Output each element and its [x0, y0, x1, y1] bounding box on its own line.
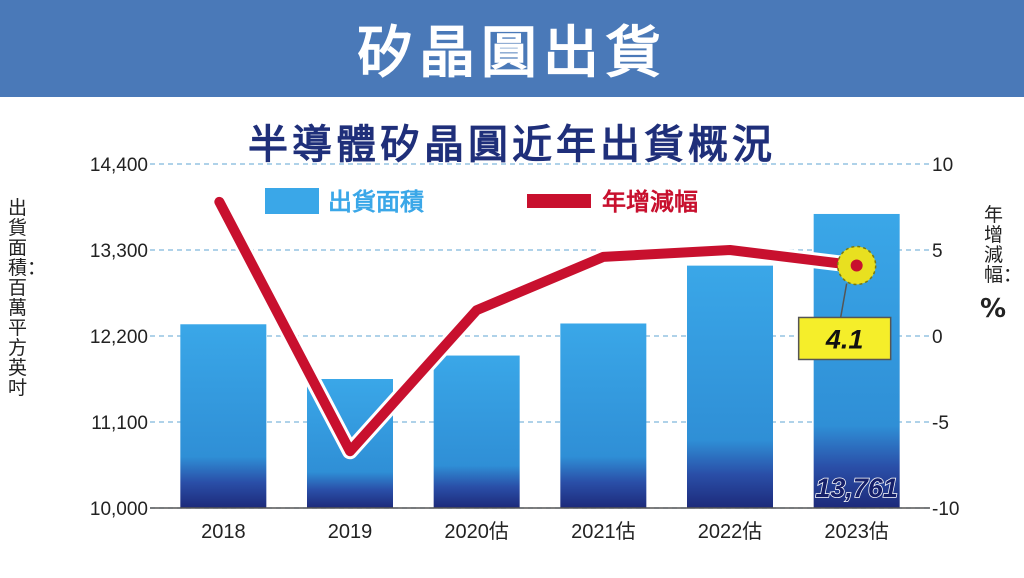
- callout-value: 4.1: [825, 324, 864, 354]
- callout-leader: [839, 283, 848, 318]
- bar-2018: [180, 324, 267, 508]
- right-tick-label: 10: [932, 155, 953, 176]
- legend-swatch-line: [527, 194, 591, 208]
- left-tick-label: 10,000: [90, 499, 148, 520]
- x-tick-label: 2021估: [571, 520, 636, 543]
- bar-value-label: 13,761: [815, 473, 898, 503]
- x-tick-label: 2018: [201, 521, 246, 543]
- header-banner: 矽晶圓出貨: [0, 0, 1024, 97]
- legend-swatch-bar: [265, 188, 319, 214]
- bar-2021估: [560, 323, 647, 508]
- x-tick-label: 2023估: [824, 520, 889, 543]
- right-tick-label: 0: [932, 327, 943, 348]
- right-tick-label: -5: [932, 413, 949, 434]
- left-tick-label: 11,100: [91, 413, 148, 434]
- legend-label-bar: 出貨面積: [328, 188, 424, 216]
- callout-box: [797, 316, 892, 361]
- x-tick-label: 2019: [328, 521, 373, 543]
- chart-title: 半導體矽晶圓近年出貨概況: [248, 122, 776, 168]
- bar-2020估: [433, 355, 520, 508]
- x-tick-label: 2020估: [444, 520, 509, 543]
- line-point-last: [850, 259, 863, 272]
- banner-title: 矽晶圓出貨: [357, 21, 667, 86]
- left-tick-label: 13,300: [90, 241, 148, 262]
- right-axis-unit: %: [980, 294, 1007, 324]
- right-tick-label: -10: [932, 499, 959, 520]
- bar-2022估: [687, 265, 773, 508]
- legend-label-line: 年增減幅: [602, 188, 698, 216]
- right-tick-label: 5: [932, 241, 943, 262]
- x-tick-label: 2022估: [698, 520, 763, 543]
- left-tick-label: 14,400: [90, 155, 148, 176]
- left-axis-label: 出貨面積：百萬平方英吋: [8, 197, 47, 399]
- left-tick-label: 12,200: [90, 327, 148, 348]
- line-growth-rate: [214, 196, 862, 457]
